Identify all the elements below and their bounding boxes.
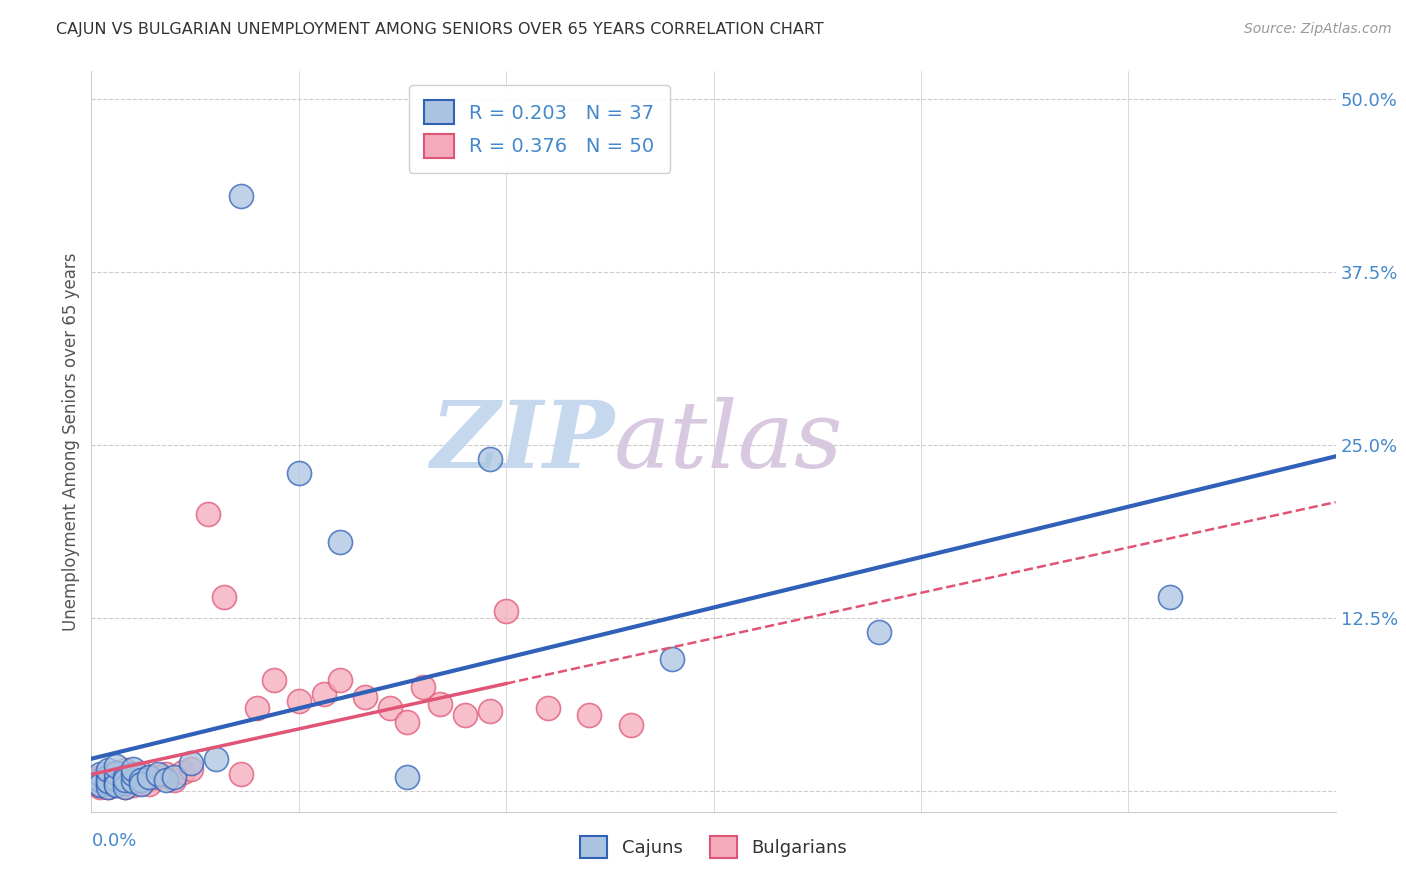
Text: ZIP: ZIP xyxy=(430,397,614,486)
Point xyxy=(121,774,145,789)
Point xyxy=(114,772,136,787)
Point xyxy=(114,780,136,794)
Point xyxy=(163,772,186,787)
Point xyxy=(129,772,152,787)
Point xyxy=(129,772,152,787)
Point xyxy=(89,767,111,781)
Point xyxy=(429,697,451,711)
Point xyxy=(97,777,120,791)
Point xyxy=(105,777,128,791)
Point xyxy=(287,694,309,708)
Point xyxy=(114,763,136,777)
Point xyxy=(229,189,252,203)
Point xyxy=(138,772,160,786)
Point xyxy=(97,780,120,794)
Point xyxy=(114,770,136,784)
Point xyxy=(121,762,145,776)
Point xyxy=(287,466,309,480)
Point xyxy=(105,779,128,793)
Point xyxy=(97,772,120,786)
Text: Source: ZipAtlas.com: Source: ZipAtlas.com xyxy=(1244,22,1392,37)
Point xyxy=(105,772,128,786)
Point xyxy=(89,770,111,784)
Point xyxy=(114,777,136,791)
Point xyxy=(89,777,111,791)
Point xyxy=(105,766,128,780)
Point xyxy=(89,779,111,793)
Point xyxy=(146,767,169,781)
Point xyxy=(121,779,145,793)
Text: CAJUN VS BULGARIAN UNEMPLOYMENT AMONG SENIORS OVER 65 YEARS CORRELATION CHART: CAJUN VS BULGARIAN UNEMPLOYMENT AMONG SE… xyxy=(56,22,824,37)
Text: 0.0%: 0.0% xyxy=(91,832,136,850)
Point xyxy=(536,701,558,715)
Point xyxy=(105,772,128,787)
Point xyxy=(246,701,269,715)
Point xyxy=(129,775,152,789)
Point xyxy=(197,507,219,521)
Point xyxy=(89,779,111,793)
Point xyxy=(89,780,111,794)
Point xyxy=(172,764,194,779)
Point xyxy=(395,714,418,729)
Point xyxy=(578,707,600,722)
Point xyxy=(138,770,160,784)
Point xyxy=(412,680,434,694)
Point xyxy=(329,673,352,688)
Legend: Cajuns, Bulgarians: Cajuns, Bulgarians xyxy=(572,830,855,865)
Point xyxy=(89,772,111,787)
Point xyxy=(105,766,128,780)
Point xyxy=(453,707,475,722)
Point xyxy=(478,704,501,718)
Point xyxy=(129,766,152,780)
Point xyxy=(180,756,202,771)
Point xyxy=(661,652,683,666)
Point xyxy=(105,779,128,793)
Point xyxy=(105,759,128,773)
Point xyxy=(212,591,235,605)
Point xyxy=(263,673,285,688)
Point xyxy=(155,767,177,781)
Point xyxy=(354,690,377,704)
Point xyxy=(97,780,120,794)
Point xyxy=(395,770,418,784)
Point xyxy=(114,780,136,794)
Point xyxy=(1159,591,1181,605)
Point xyxy=(121,767,145,781)
Point xyxy=(229,767,252,781)
Point xyxy=(129,777,152,791)
Point xyxy=(329,534,352,549)
Point xyxy=(180,762,202,776)
Point xyxy=(114,770,136,784)
Point xyxy=(89,772,111,787)
Point xyxy=(97,767,120,781)
Point xyxy=(163,770,186,784)
Point xyxy=(155,772,177,787)
Text: atlas: atlas xyxy=(614,397,844,486)
Point xyxy=(495,604,517,618)
Point xyxy=(97,763,120,777)
Point xyxy=(105,775,128,789)
Point xyxy=(869,624,891,639)
Point xyxy=(378,701,401,715)
Point xyxy=(97,774,120,789)
Point xyxy=(478,451,501,466)
Point xyxy=(89,775,111,789)
Point xyxy=(312,687,335,701)
Point xyxy=(205,752,228,766)
Point xyxy=(97,775,120,789)
Point xyxy=(114,775,136,789)
Point xyxy=(97,770,120,784)
Point xyxy=(146,770,169,784)
Point xyxy=(619,717,641,731)
Point xyxy=(138,777,160,791)
Point xyxy=(121,769,145,783)
Point xyxy=(121,774,145,789)
Y-axis label: Unemployment Among Seniors over 65 years: Unemployment Among Seniors over 65 years xyxy=(62,252,80,631)
Point xyxy=(97,774,120,789)
